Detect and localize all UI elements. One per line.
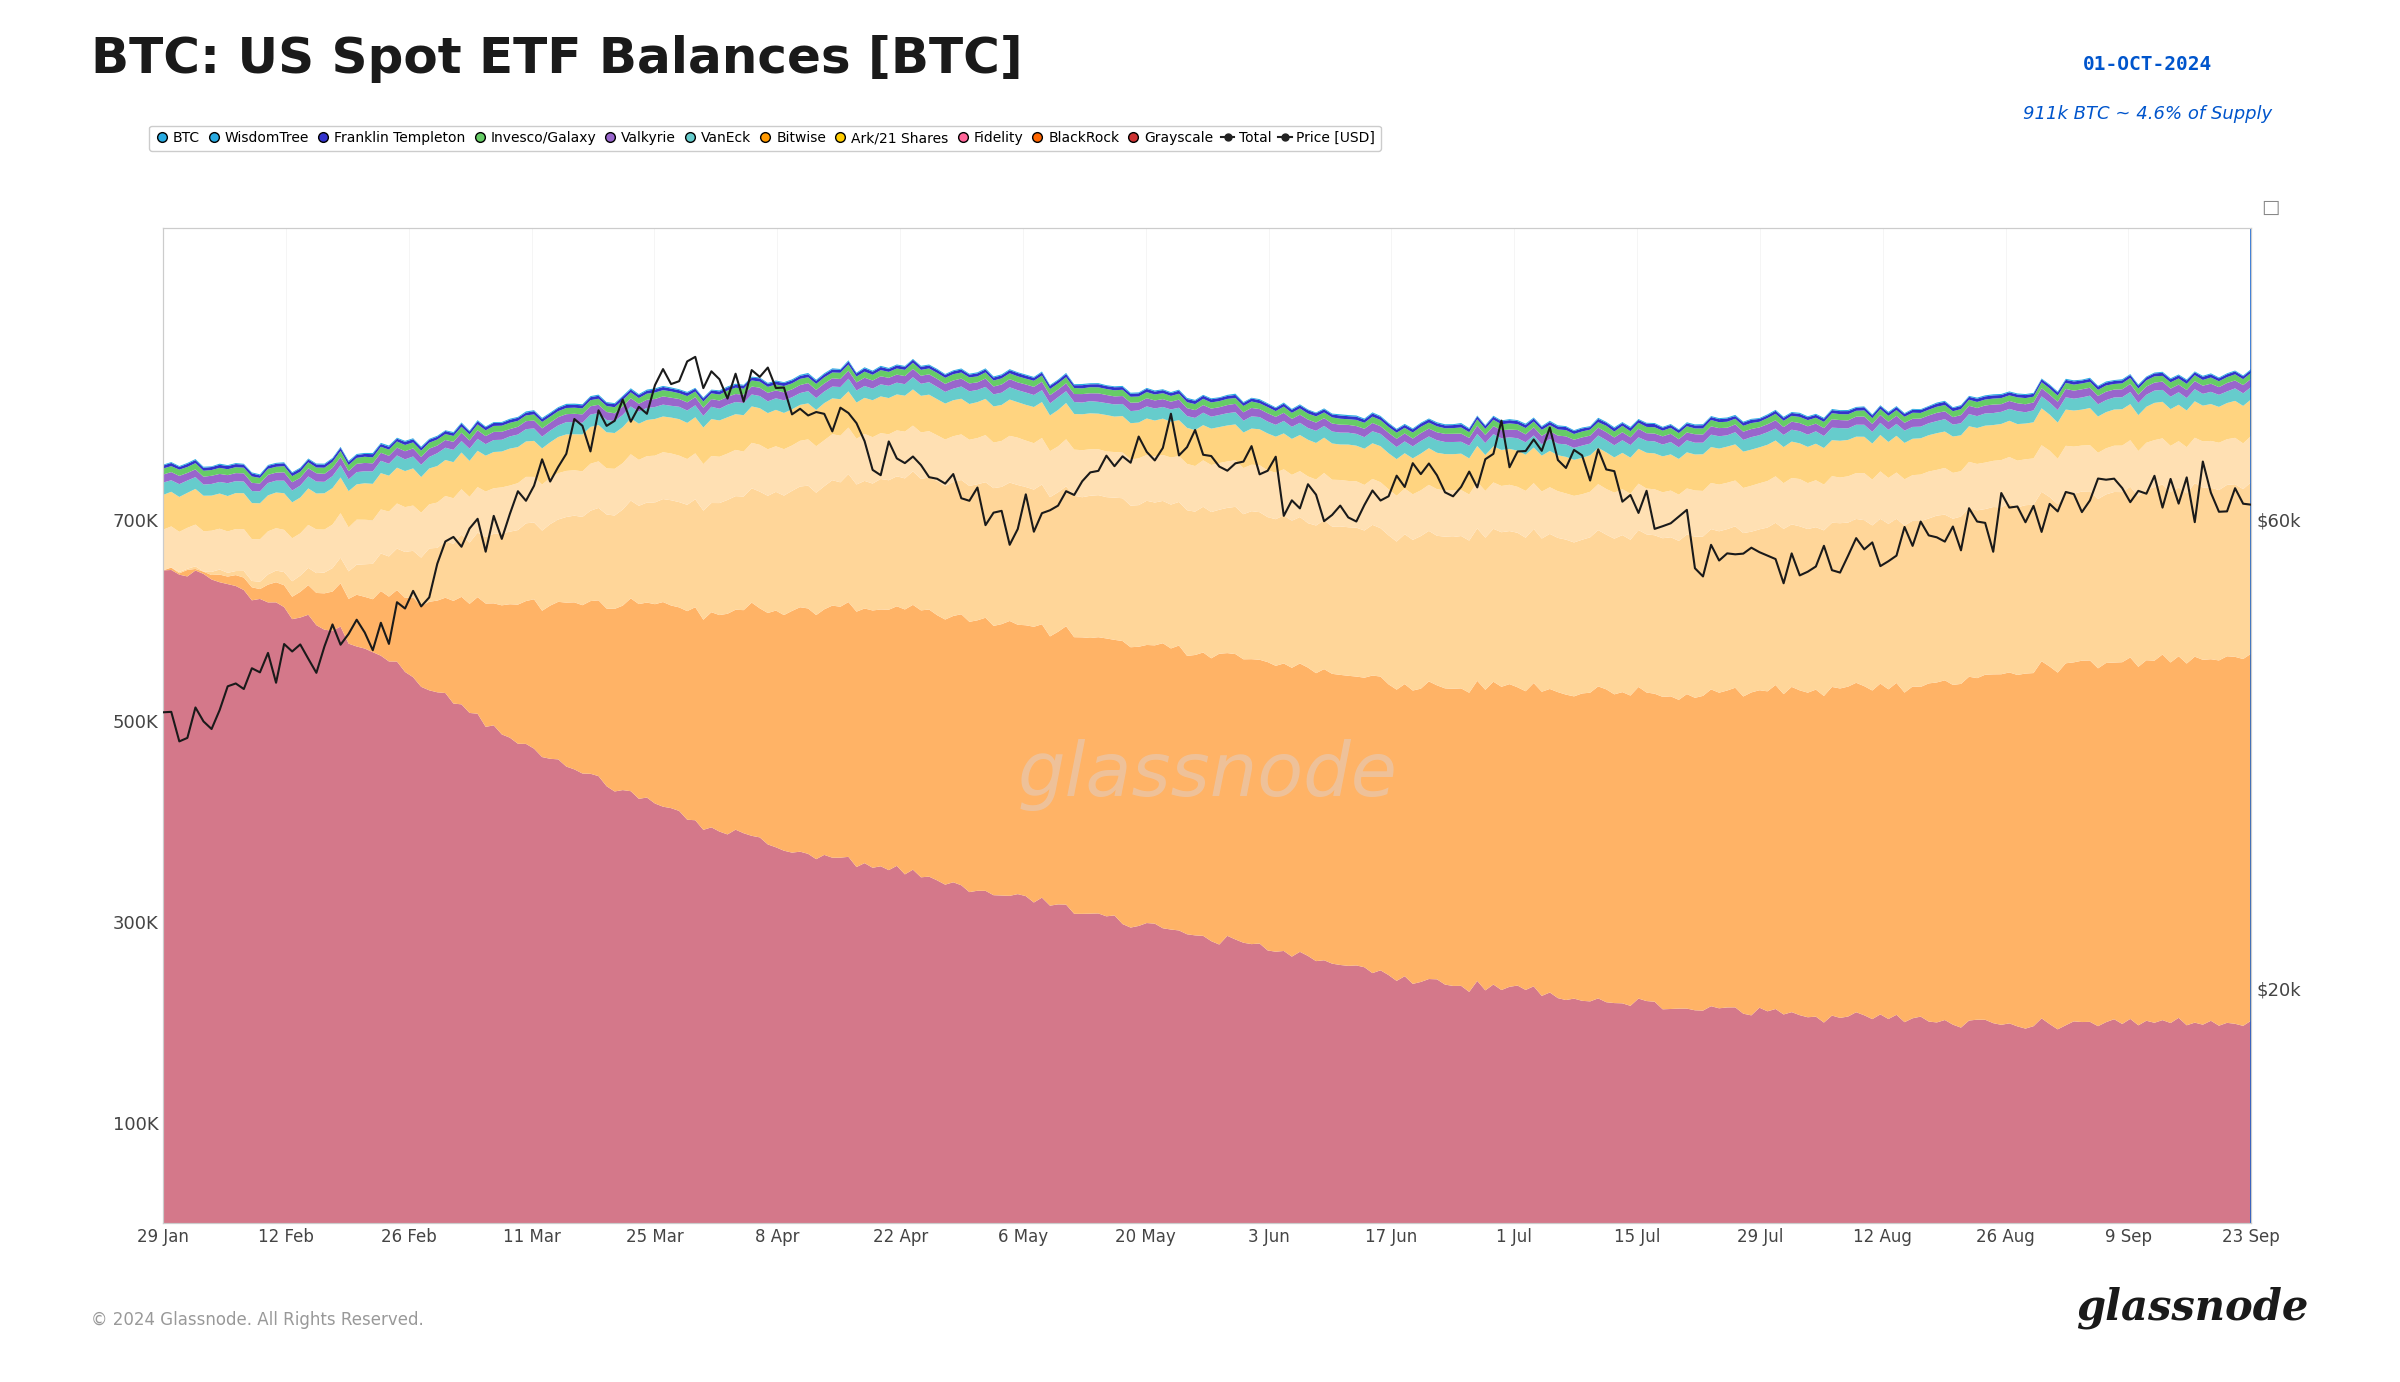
Text: □: □ xyxy=(2261,198,2280,217)
Text: 911k BTC ~ 4.6% of Supply: 911k BTC ~ 4.6% of Supply xyxy=(2023,105,2273,123)
Text: © 2024 Glassnode. All Rights Reserved.: © 2024 Glassnode. All Rights Reserved. xyxy=(91,1312,425,1329)
Text: glassnode: glassnode xyxy=(1018,739,1397,811)
Text: BTC: US Spot ETF Balances [BTC]: BTC: US Spot ETF Balances [BTC] xyxy=(91,35,1022,83)
Legend: BTC, WisdomTree, Franklin Templeton, Invesco/Galaxy, Valkyrie, VanEck, Bitwise, : BTC, WisdomTree, Franklin Templeton, Inv… xyxy=(149,126,1380,151)
Text: glassnode: glassnode xyxy=(2076,1287,2309,1329)
Text: 01-OCT-2024: 01-OCT-2024 xyxy=(2083,55,2213,75)
